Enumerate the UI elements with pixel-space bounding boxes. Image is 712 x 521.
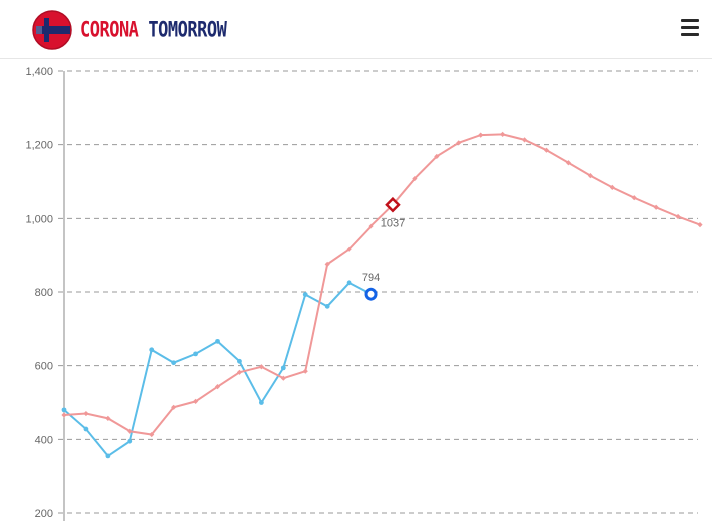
actual-series-line [63,281,372,458]
top-header: CORONA TOMORROW [0,0,712,59]
forecast-point [587,173,593,179]
forecast-today-marker [385,196,401,213]
forecast-point [653,204,659,210]
forecast-point [324,261,330,267]
y-tick-label: 800 [35,287,53,299]
forecast-today-label: 1037 [381,218,405,230]
forecast-point [83,410,89,417]
actual-point [215,338,220,344]
forecast-point [346,246,352,252]
menu-bar [681,19,699,22]
forecast-series-line [63,133,701,436]
forecast-point [412,175,418,182]
corona-tomorrow-logo[interactable]: CORONA TOMORROW [30,10,227,50]
actual-point [237,358,242,364]
y-tick-label: 1,200 [25,140,53,152]
actual-point [280,365,286,371]
actual-point [105,453,111,459]
forecast-point [105,415,111,421]
logo-text: CORONA TOMORROW [80,17,227,43]
forecast-point [697,221,703,228]
forecast-point [609,184,615,190]
menu-bar [681,26,699,29]
actual-point [346,280,352,286]
forecast-point [478,132,484,138]
forecast-point [302,368,308,374]
cases-line-chart: 1,400 1,200 1,000 800 600 400 200 794 1037 [25,66,703,521]
forecast-point [127,428,133,434]
forecast-point [456,140,462,146]
actual-point [171,360,177,366]
logo-word-tomorrow: TOMORROW [148,17,227,43]
actual-point [302,292,308,297]
forecast-point [500,131,506,137]
actual-point [258,400,264,405]
y-tick-label: 1,400 [25,66,53,78]
logo-badge-icon [30,10,74,50]
forecast-point [565,160,572,166]
forecast-point [521,137,528,143]
forecast-point [192,398,199,404]
forecast-point [631,195,637,201]
forecast-point [171,404,177,410]
forecast-point [368,223,374,229]
y-tick-label: 200 [35,508,53,520]
actual-point [127,438,133,444]
menu-bar [681,33,699,36]
forecast-point [149,431,155,438]
actual-point [149,347,155,353]
forecast-point [675,213,681,220]
forecast-point [258,364,264,370]
forecast-point [236,369,243,375]
actual-latest-marker [364,287,378,301]
actual-point [83,426,89,432]
y-tick-label: 1,000 [25,213,53,225]
y-tick-label: 600 [35,361,53,373]
y-tick-label: 400 [35,434,53,446]
hamburger-menu-icon[interactable] [681,19,699,39]
logo-word-corona: CORONA [80,17,139,43]
forecast-point [434,153,440,160]
forecast-point [61,412,67,418]
forecast-point [214,384,221,390]
actual-latest-label: 794 [362,272,380,284]
actual-point [324,303,330,309]
forecast-point [280,375,286,381]
actual-point [193,351,198,357]
actual-point [61,407,67,413]
